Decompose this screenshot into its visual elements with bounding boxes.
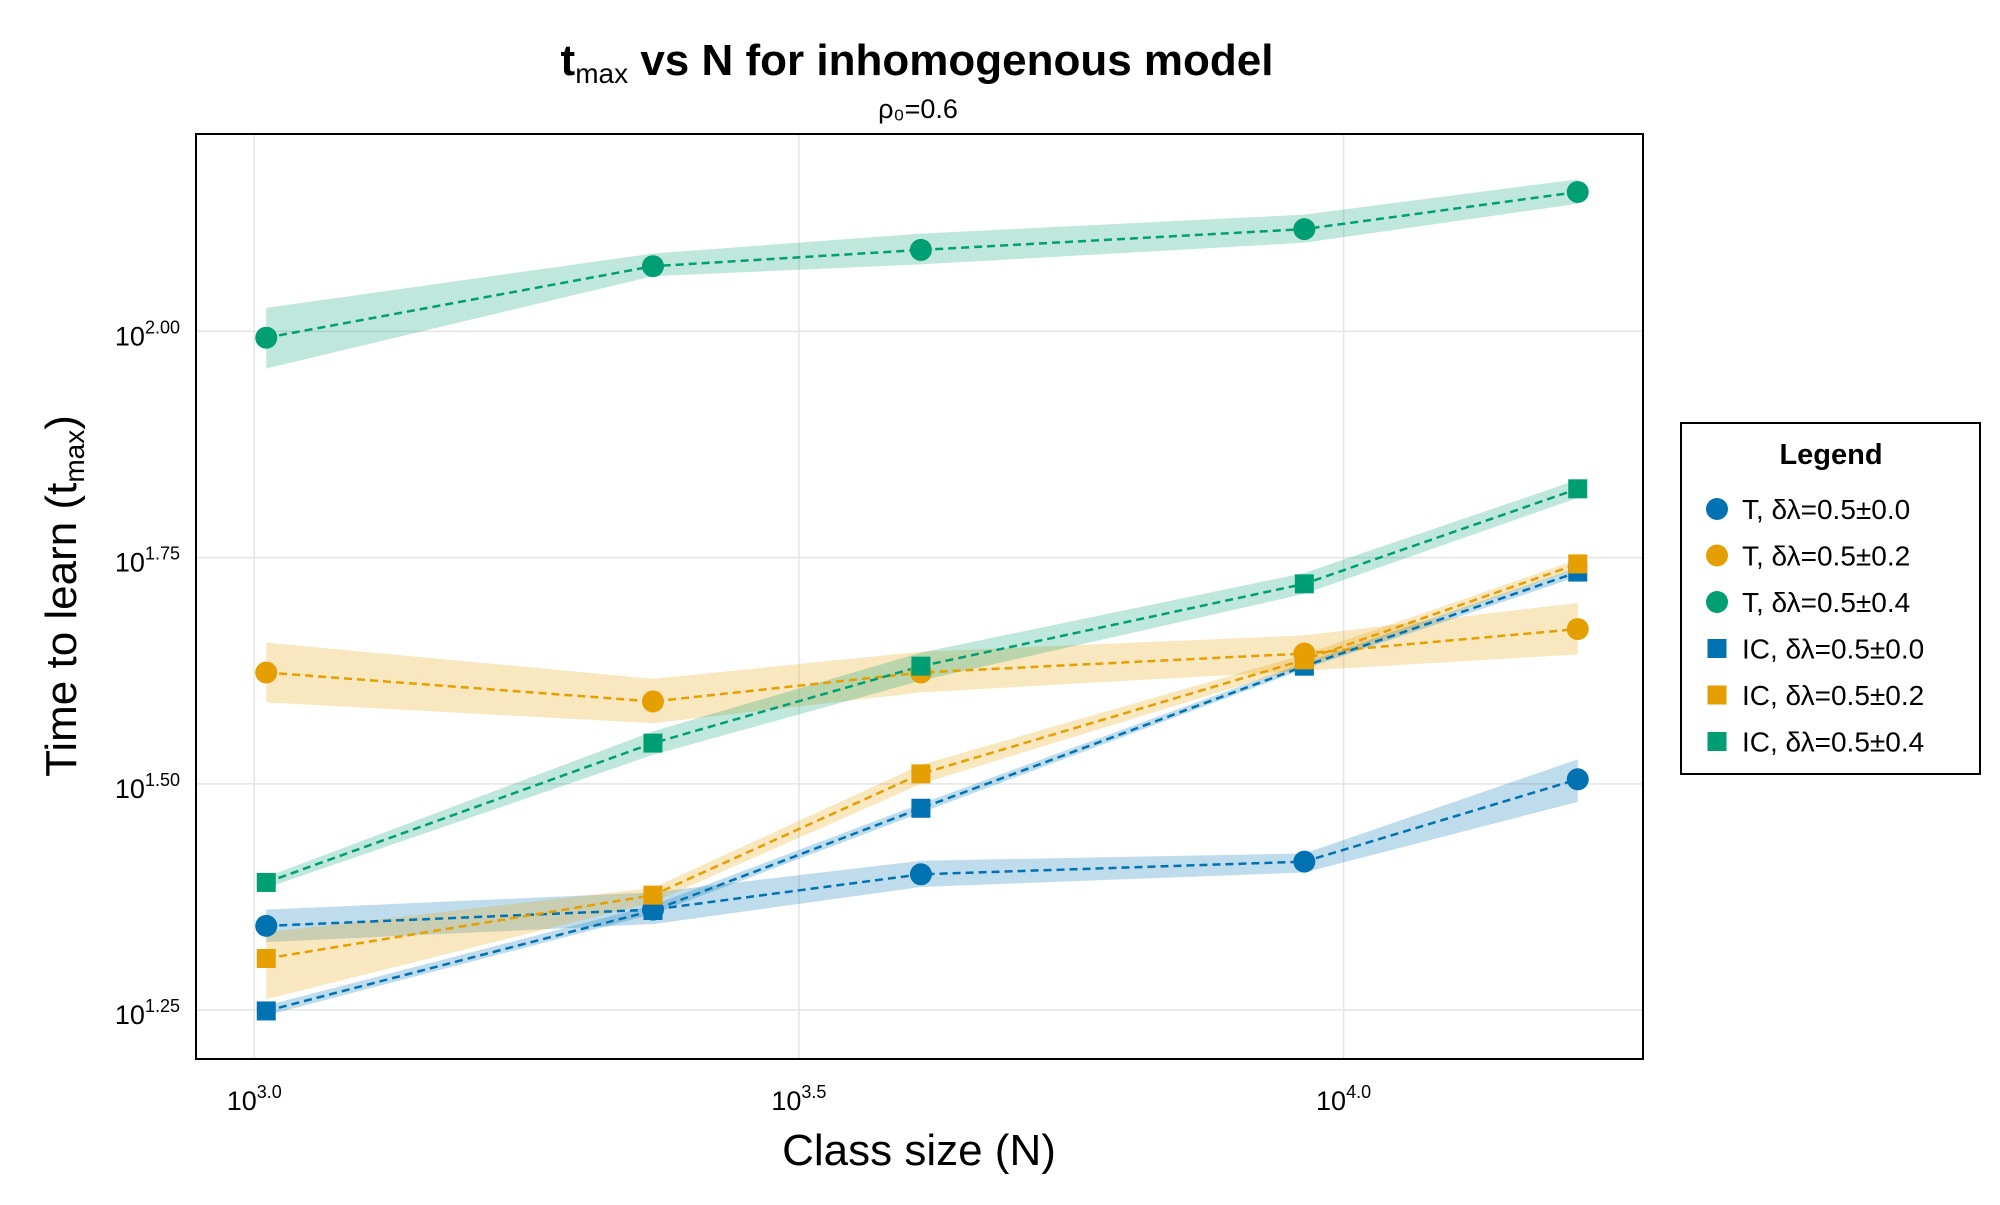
y-tick-label-0: 101.25 bbox=[115, 996, 180, 1030]
band-series-0 bbox=[266, 759, 1578, 943]
marker-series-3-pt-1 bbox=[643, 901, 663, 921]
marker-series-1-pt-1 bbox=[641, 690, 664, 713]
y-tick-exp-1: 1.50 bbox=[145, 770, 180, 790]
marker-series-1-pt-4 bbox=[1566, 618, 1589, 641]
marker-series-5-pt-1 bbox=[643, 733, 663, 753]
x-axis-label: Class size (N) bbox=[782, 1126, 1056, 1175]
x-tick-exp-2: 4.0 bbox=[1346, 1082, 1371, 1102]
marker-series-3-pt-2 bbox=[911, 798, 931, 818]
marker-series-5-pt-0 bbox=[256, 872, 276, 892]
marker-series-4-pt-2 bbox=[911, 764, 931, 784]
y-tick-exp-2: 1.75 bbox=[145, 544, 180, 564]
x-tick-exp-1: 3.5 bbox=[801, 1082, 826, 1102]
y-axis-label-subscript: max bbox=[59, 430, 90, 483]
marker-layer bbox=[255, 181, 1589, 1021]
y-axis-label-end: ) bbox=[37, 415, 86, 430]
marker-series-4-pt-4 bbox=[1568, 554, 1588, 574]
x-tick-base-2: 10 bbox=[1316, 1086, 1346, 1116]
chart-title: tmax vs N for inhomogenous model bbox=[561, 36, 1274, 89]
band-series-2 bbox=[266, 179, 1578, 369]
legend-box bbox=[1680, 422, 1981, 775]
marker-series-0-pt-0 bbox=[255, 914, 278, 937]
legend-marker-3 bbox=[1707, 639, 1727, 658]
plot-frame bbox=[195, 133, 1644, 1060]
legend-title: Legend bbox=[1779, 439, 1882, 471]
marker-series-3-pt-0 bbox=[256, 1001, 276, 1021]
marker-series-2-pt-3 bbox=[1293, 218, 1316, 241]
y-tick-exp-3: 2.00 bbox=[145, 317, 180, 337]
x-tick-label-0: 103.0 bbox=[227, 1082, 282, 1116]
legend-marker-4 bbox=[1707, 685, 1727, 705]
y-axis-label: Time to learn (tmax) bbox=[37, 415, 90, 777]
marker-series-4-pt-0 bbox=[256, 948, 276, 968]
marker-series-2-pt-1 bbox=[641, 255, 664, 278]
legend-label-0: T, δλ=0.5±0.0 bbox=[1742, 494, 1910, 525]
marker-series-4-pt-1 bbox=[643, 885, 663, 905]
marker-series-0-pt-4 bbox=[1566, 768, 1589, 791]
y-tick-base-0: 10 bbox=[115, 1000, 145, 1030]
legend-label-2: T, δλ=0.5±0.4 bbox=[1742, 587, 1910, 618]
marker-series-4-pt-3 bbox=[1294, 650, 1314, 670]
chart-title-rest: vs N for inhomogenous model bbox=[628, 36, 1273, 85]
grid-layer bbox=[196, 134, 1643, 1059]
chart-subtitle: ρ₀=0.6 bbox=[878, 94, 958, 124]
y-axis-label-main: Time to learn (t bbox=[37, 483, 86, 777]
legend-marker-2 bbox=[1706, 591, 1728, 613]
marker-series-2-pt-0 bbox=[255, 326, 278, 349]
legend-marker-0 bbox=[1706, 498, 1728, 520]
x-tick-base-0: 10 bbox=[227, 1086, 257, 1116]
legend-items: T, δλ=0.5±0.0 T, δλ=0.5±0.2 T, δλ=0.5±0.4 I… bbox=[1706, 494, 1924, 758]
legend: Legend T, δλ=0.5±0.0T, δλ=0.5±0.2T, δλ=0… bbox=[1680, 422, 1981, 775]
legend-label-4: IC, δλ=0.5±0.2 bbox=[1742, 680, 1924, 711]
marker-series-5-pt-3 bbox=[1294, 574, 1314, 594]
chart-title-main: t bbox=[561, 36, 576, 85]
x-tick-exp-0: 3.0 bbox=[257, 1082, 282, 1102]
y-tick-exp-0: 1.25 bbox=[145, 996, 180, 1016]
marker-series-2-pt-2 bbox=[909, 238, 932, 261]
y-tick-label-2: 101.75 bbox=[115, 544, 180, 578]
y-tick-label-3: 102.00 bbox=[115, 317, 180, 351]
chart-title-subscript: max bbox=[575, 58, 628, 89]
marker-series-0-pt-2 bbox=[909, 863, 932, 886]
x-tick-base-1: 10 bbox=[771, 1086, 801, 1116]
marker-series-1-pt-0 bbox=[255, 661, 278, 684]
line-series-3 bbox=[265, 570, 1579, 1013]
y-tick-base-1: 10 bbox=[115, 774, 145, 804]
legend-marker-5 bbox=[1707, 732, 1727, 751]
legend-label-1: T, δλ=0.5±0.2 bbox=[1742, 541, 1910, 572]
x-tick-label-1: 103.5 bbox=[771, 1082, 826, 1116]
legend-label-3: IC, δλ=0.5±0.0 bbox=[1742, 634, 1924, 665]
y-tick-label-1: 101.50 bbox=[115, 770, 180, 804]
line-series-2 bbox=[266, 190, 1578, 339]
marker-series-5-pt-4 bbox=[1568, 479, 1588, 499]
marker-series-2-pt-4 bbox=[1566, 181, 1589, 204]
y-tick-base-3: 10 bbox=[115, 321, 145, 351]
legend-label-5: IC, δλ=0.5±0.4 bbox=[1742, 727, 1924, 758]
x-tick-label-2: 104.0 bbox=[1316, 1082, 1371, 1116]
y-tick-base-2: 10 bbox=[115, 548, 145, 578]
marker-series-0-pt-3 bbox=[1293, 850, 1316, 873]
line-series-4 bbox=[266, 562, 1579, 960]
legend-marker-1 bbox=[1706, 544, 1728, 567]
marker-series-5-pt-2 bbox=[911, 656, 931, 676]
